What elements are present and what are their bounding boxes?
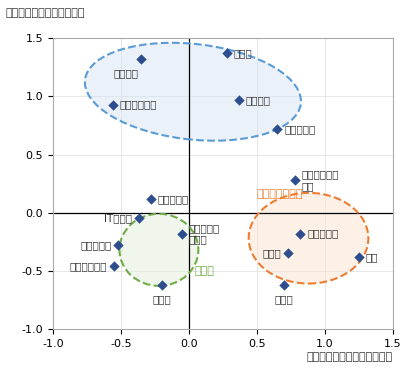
Point <box>110 263 117 269</box>
Text: 受付・秘書: 受付・秘書 <box>283 124 315 134</box>
Ellipse shape <box>119 214 198 286</box>
Point <box>355 254 361 260</box>
Text: （ルーティンタスク指数）: （ルーティンタスク指数） <box>5 8 85 18</box>
Point <box>135 215 142 221</box>
Text: 専門職: 専門職 <box>194 266 213 276</box>
Point <box>115 242 121 248</box>
Text: IT技術者: IT技術者 <box>103 213 131 223</box>
Point <box>291 177 297 183</box>
Point <box>273 126 280 132</box>
Text: 管理職・営業職: 管理職・営業職 <box>256 189 303 199</box>
Point <box>147 196 154 202</box>
Point <box>109 102 116 108</box>
Text: 電話応接: 電話応接 <box>113 68 138 78</box>
Ellipse shape <box>248 193 367 283</box>
Text: 不動産・金融
仲介: 不動産・金融 仲介 <box>301 169 338 191</box>
Text: オペレーター: オペレーター <box>119 100 157 110</box>
Text: 法律専門職: 法律専門職 <box>157 194 188 204</box>
Point <box>137 56 144 62</box>
Point <box>284 250 291 256</box>
Point <box>158 282 164 287</box>
Text: 営業職: 営業職 <box>274 294 293 304</box>
Text: （コミュニケーション指数）: （コミュニケーション指数） <box>306 352 392 362</box>
Point <box>178 231 185 236</box>
Text: 事務職: 事務職 <box>233 48 252 58</box>
Point <box>223 50 229 56</box>
Text: 役員: 役員 <box>365 252 377 262</box>
Text: 記者・編集者: 記者・編集者 <box>70 261 107 271</box>
Point <box>235 97 242 103</box>
Text: 技術者: 技術者 <box>152 294 171 304</box>
Text: 資材・購買: 資材・購買 <box>306 229 337 239</box>
Ellipse shape <box>85 43 300 141</box>
Text: 一般事務: 一般事務 <box>245 95 270 105</box>
Text: 管理職: 管理職 <box>262 248 281 258</box>
Point <box>280 282 287 287</box>
Text: 金融・経営
専門職: 金融・経営 専門職 <box>189 223 220 244</box>
Point <box>297 231 303 236</box>
Text: デザイナー: デザイナー <box>80 240 111 250</box>
